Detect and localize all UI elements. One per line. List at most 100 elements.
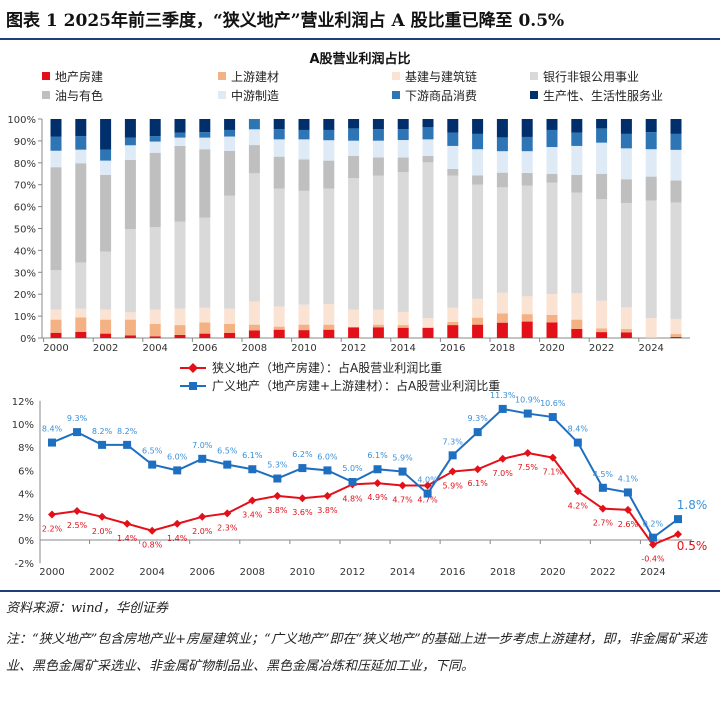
bar-segment (149, 141, 161, 153)
x-tick-label: 2020 (540, 567, 565, 578)
bar-segment (447, 119, 459, 133)
bar-segment (670, 119, 682, 134)
bar-segment (596, 328, 608, 333)
bar-segment (571, 328, 583, 338)
data-label: 4.1% (618, 474, 639, 483)
bar-segment (75, 317, 87, 332)
bar-segment (75, 136, 87, 150)
bar-segment (472, 149, 484, 176)
bar-segment (472, 324, 484, 338)
bar-segment (273, 326, 285, 330)
data-point-diamond (674, 530, 682, 539)
y-tick-label: 10% (12, 420, 34, 431)
bar-segment (174, 325, 186, 335)
bar-segment (472, 298, 484, 318)
bar-segment (149, 336, 161, 338)
bar-segment (596, 128, 608, 143)
bar-segment (75, 331, 87, 338)
data-label: 4.7% (417, 495, 438, 504)
bar-segment (224, 150, 236, 196)
data-label: 3.4% (242, 511, 263, 520)
bar-segment (50, 270, 62, 310)
data-point-square (398, 467, 407, 476)
bar-segment (447, 145, 459, 169)
x-tick-label: 2002 (89, 567, 114, 578)
bar-segment (645, 119, 657, 133)
bar-segment (248, 145, 260, 174)
bar-segment (298, 119, 310, 130)
bar-segment (298, 324, 310, 331)
data-point-square (248, 465, 257, 474)
bar-segment (620, 307, 632, 330)
x-tick-label: 2024 (638, 343, 663, 354)
bar-segment (174, 221, 186, 309)
bar-segment (372, 157, 384, 176)
data-label: 3.6% (292, 508, 313, 517)
bar-segment (100, 160, 112, 175)
y-tick-label: 80% (14, 159, 36, 170)
y-tick-label: 4% (18, 490, 34, 501)
data-point-diamond (473, 465, 482, 474)
bar-segment (224, 119, 236, 130)
bar-segment (323, 329, 335, 338)
data-label: 6.5% (217, 447, 238, 456)
data-label: 1.4% (117, 534, 138, 543)
bar-segment (298, 159, 310, 191)
bar-segment (620, 133, 632, 149)
bar-segment (571, 119, 583, 133)
legend-label: 基建与建筑链 (405, 69, 477, 84)
bar-segment (670, 180, 682, 203)
bar-segment (472, 119, 484, 134)
data-point-diamond (123, 519, 132, 528)
bar-segment (571, 132, 583, 146)
bar-segment (372, 119, 384, 130)
figure-title: 图表 1 2025年前三季度，“狭义地产”营业利润占 A 股比重已降至 0.5% (6, 11, 565, 31)
data-label: 9.3% (468, 414, 489, 423)
data-label: 5.0% (342, 464, 363, 473)
y-tick-label: 60% (14, 203, 36, 214)
y-tick-label: 70% (14, 181, 36, 192)
data-point-square (198, 454, 207, 463)
legend-label: 生产性、生活性服务业 (543, 88, 663, 103)
bar-segment (670, 334, 682, 337)
legend-swatch (218, 91, 226, 99)
data-point-diamond (548, 453, 557, 462)
data-label: 5.3% (267, 461, 288, 470)
bar-segment (199, 119, 211, 133)
bar-segment (348, 156, 360, 179)
bar-segment (670, 318, 682, 335)
y-tick-label: 8% (18, 443, 34, 454)
legend-label: 中游制造 (231, 88, 279, 103)
data-label: 7.0% (192, 441, 213, 450)
y-tick-label: 30% (14, 268, 36, 279)
bar-segment (199, 322, 211, 334)
data-label: 7.5% (518, 463, 539, 472)
bar-chart-title: A股营业利润占比 (309, 51, 410, 67)
data-point-diamond (623, 505, 632, 514)
bar-segment (521, 151, 533, 173)
bar-segment (546, 119, 558, 130)
data-point-square (348, 478, 357, 486)
data-point-diamond (423, 481, 432, 490)
bar-segment (273, 139, 285, 157)
bar-segment (596, 199, 608, 301)
data-point-diamond (98, 512, 107, 521)
bar-segment (199, 307, 211, 323)
y-tick-label: 20% (14, 290, 36, 301)
bar-segment (546, 293, 558, 315)
bar-segment (174, 137, 186, 146)
bar-segment (397, 119, 409, 130)
data-label: 2.5% (67, 521, 88, 530)
data-point-diamond (198, 512, 207, 521)
x-tick-label: 2022 (589, 343, 614, 354)
bar-segment (273, 156, 285, 189)
bar-segment (50, 150, 62, 168)
y-tick-label: 40% (14, 246, 36, 257)
bar-segment (422, 127, 434, 140)
legend-swatch (392, 91, 400, 99)
data-label: 9.3% (67, 414, 88, 423)
bar-segment (422, 156, 434, 163)
bar-segment (397, 129, 409, 141)
